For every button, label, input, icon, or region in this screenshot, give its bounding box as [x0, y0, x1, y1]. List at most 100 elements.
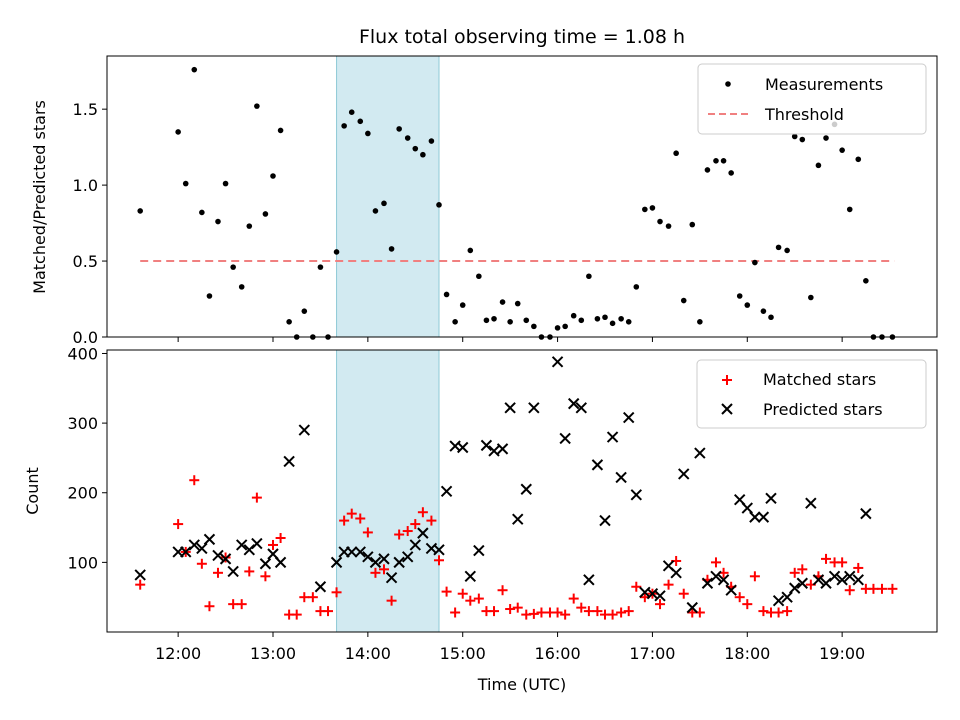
predicted-star-point [606, 431, 619, 443]
y-tick-label: 1.0 [73, 176, 98, 195]
matched-star-point [576, 602, 587, 613]
count-y-axis-label: Count [23, 467, 42, 515]
predicted-star-point [781, 591, 793, 603]
measurement-point [341, 123, 347, 129]
matched-star-point [450, 607, 461, 618]
measurement-point [499, 299, 506, 305]
predicted-star-point [251, 537, 263, 550]
predicted-star-point [860, 507, 872, 520]
measurement-point [215, 218, 221, 225]
predicted-star-point [488, 445, 500, 457]
measurement-point [736, 293, 743, 299]
predicted-star-point [188, 539, 200, 551]
measurement-point [182, 180, 189, 187]
predicted-star-point [805, 497, 817, 509]
predicted-star-point [852, 574, 864, 586]
measurement-point [704, 167, 711, 173]
measurement-point [594, 315, 601, 322]
measurement-point [839, 147, 845, 153]
predicted-star-point [820, 577, 832, 589]
predicted-star-point [796, 577, 809, 589]
measurement-point [586, 273, 592, 280]
predicted-star-point [725, 584, 737, 596]
matched-star-point [734, 592, 745, 603]
predicted-star-point [717, 574, 730, 586]
matched-star-point [853, 562, 864, 573]
matched-star-point [710, 557, 721, 568]
measurement-point [357, 118, 364, 125]
matched-star-point [528, 608, 539, 619]
measurement-point [372, 208, 379, 214]
predicted-star-point [836, 574, 848, 586]
matched-star-point [782, 606, 793, 617]
predicted-star-point [686, 601, 698, 614]
predicted-star-point [575, 402, 587, 414]
measurement-point [436, 202, 442, 208]
predicted-star-point [812, 574, 825, 586]
matched-star-point [362, 527, 373, 538]
matched-star-point [655, 599, 666, 610]
legend-measurements-label: Measurements [765, 75, 883, 94]
matched-star-point [339, 515, 350, 526]
matched-star-point [465, 595, 476, 606]
observing-window-highlight [336, 55, 440, 338]
measurement-point [246, 223, 253, 229]
matched-star-point [441, 586, 452, 597]
predicted-star-point [551, 356, 564, 368]
matched-star-point [583, 606, 594, 617]
y-tick-label: 1.5 [73, 100, 98, 119]
matched-star-point [251, 492, 262, 503]
matched-star-point [505, 604, 516, 615]
measurement-point [649, 205, 656, 211]
matched-star-point [307, 592, 318, 603]
predicted-star-point [180, 546, 192, 558]
chart-title: Flux total observing time = 1.08 h [359, 26, 685, 48]
measurement-point [420, 151, 426, 158]
measurement-point [720, 158, 727, 164]
measurement-point [768, 314, 774, 321]
matched-star-point [260, 571, 271, 582]
predicted-star-point [789, 582, 801, 594]
predicted-star-point [710, 570, 722, 583]
matched-star-point [236, 599, 247, 610]
predicted-star-point [828, 570, 841, 583]
legend-predicted-marker [721, 403, 733, 415]
matched-star-point [244, 566, 255, 577]
matched-star-point [749, 571, 760, 582]
x-tick-label: 13:00 [250, 644, 296, 663]
measurement-point [270, 173, 276, 179]
matched-star-point [331, 587, 342, 598]
matched-star-point [410, 519, 421, 530]
matched-star-point [868, 583, 879, 594]
matched-star-point [473, 593, 484, 604]
measurement-point [713, 158, 719, 164]
measurement-point [230, 264, 236, 270]
matched-star-point [489, 606, 500, 617]
ratio-plot-frame [106, 55, 938, 338]
measurement-point [301, 308, 308, 314]
measurement-point [191, 66, 198, 73]
matched-star-point [196, 558, 207, 569]
measurement-point [277, 127, 284, 134]
measurement-point [625, 319, 632, 325]
predicted-star-point [354, 546, 366, 558]
predicted-star-point [694, 447, 706, 459]
predicted-star-point [385, 571, 398, 584]
matched-star-point [678, 588, 689, 599]
matched-star-point [536, 607, 547, 618]
measurement-point [570, 312, 577, 319]
matched-star-point [663, 579, 674, 590]
predicted-star-point [298, 424, 311, 436]
matched-star-point [789, 567, 800, 578]
matched-star-point [821, 553, 832, 564]
measurement-point [799, 136, 806, 143]
predicted-star-point [741, 502, 753, 514]
matched-star-point [552, 607, 563, 618]
measurement-point [791, 133, 798, 140]
matched-star-point [228, 599, 239, 610]
x-tick-label: 17:00 [629, 644, 675, 663]
measurement-point [286, 319, 292, 325]
matched-star-point [434, 555, 444, 566]
predicted-star-point [203, 533, 216, 546]
